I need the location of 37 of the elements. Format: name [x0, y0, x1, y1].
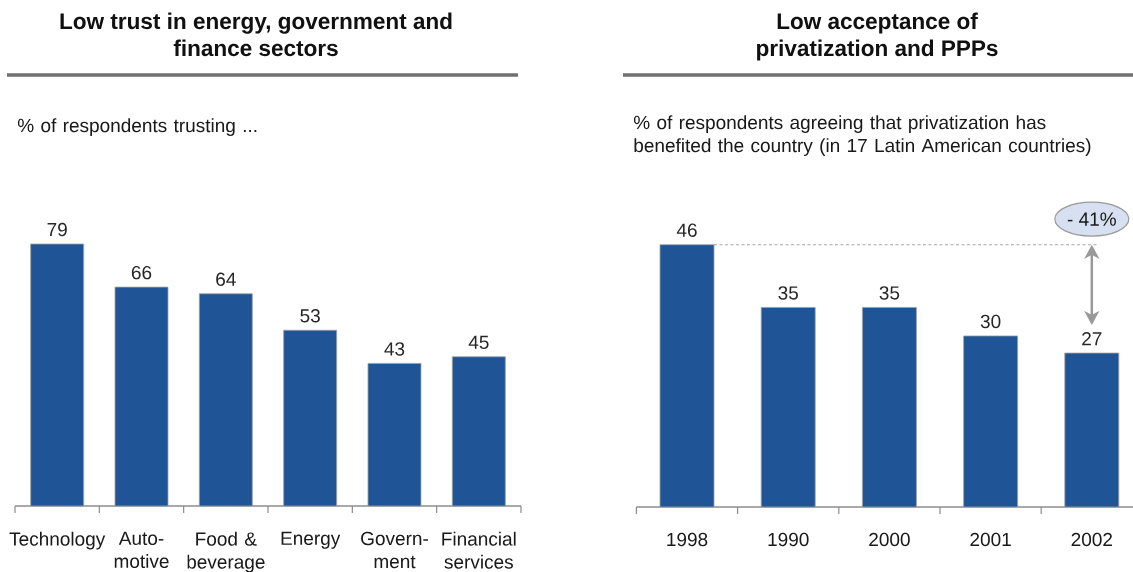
bar: [760, 307, 816, 508]
x-tick-label: Technology: [9, 531, 106, 550]
x-tick-label: Food & beverage: [187, 531, 265, 572]
data-label: 79: [47, 222, 67, 237]
bar: [198, 293, 253, 507]
bar: [862, 307, 917, 508]
bar: [114, 286, 169, 507]
data-label: 45: [468, 335, 489, 349]
chart-subtitle: % of respondents trusting ...: [17, 118, 257, 136]
data-label: 64: [216, 272, 236, 286]
bar: [367, 363, 422, 507]
x-tick-label: 2001: [970, 532, 1011, 547]
data-label: 35: [778, 286, 798, 300]
data-label: 53: [300, 309, 320, 323]
bar: [1064, 352, 1120, 508]
data-label: 30: [980, 314, 1001, 329]
data-label: 43: [384, 342, 405, 356]
data-label: 66: [131, 265, 152, 280]
chart-title: Low trust in energy, government and finance sectors: [60, 12, 452, 57]
x-tick-label: Energy: [281, 531, 341, 549]
data-label: 35: [879, 286, 900, 300]
bar: [283, 329, 338, 507]
x-tick-label: Govern-ment: [361, 531, 428, 569]
annotation: - 41%: [1067, 212, 1116, 226]
x-tick-label: 1990: [768, 532, 809, 547]
data-label: 46: [676, 223, 697, 237]
chart-title: Low acceptance of privatization and PPPs: [757, 12, 998, 61]
x-tick-label: 2002: [1071, 532, 1112, 547]
data-label: 27: [1082, 332, 1102, 346]
bar: [30, 243, 85, 507]
bar: [451, 356, 506, 507]
chart-subtitle: % of respondents agreeing that privatization has benefited the country (in 17 Latin American countries): [633, 115, 1091, 156]
x-tick-label: 2000: [869, 532, 910, 547]
x-tick-label: Financial services: [442, 531, 516, 569]
bar: [963, 335, 1019, 508]
x-tick-label: 1998: [667, 532, 708, 547]
x-tick-label: Auto-motive: [114, 531, 169, 569]
